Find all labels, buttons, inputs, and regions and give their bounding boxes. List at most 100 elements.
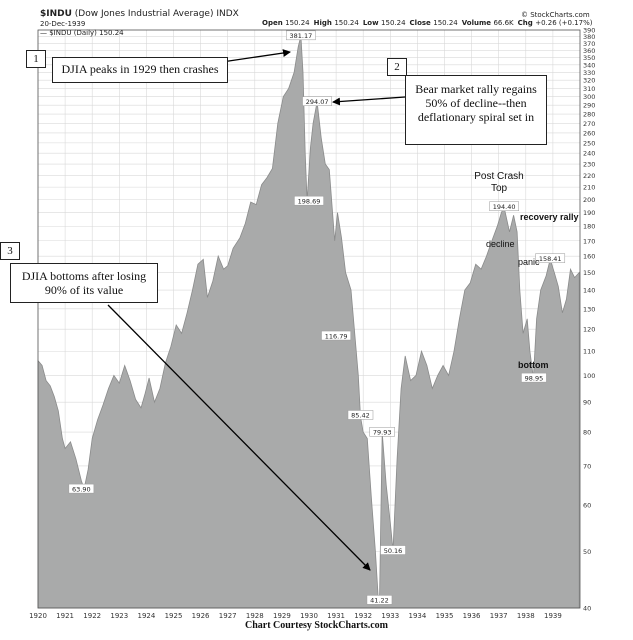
header-title: $INDU (Dow Jones Industrial Average) IND… [40, 9, 239, 19]
x-axis-ticks: 1920 1921 1922 1923 1924 1925 1926 1927 1928 1929… [29, 612, 562, 620]
post-crash-top-label-line2: Top [491, 183, 508, 194]
y-tick-label: 160 [583, 253, 595, 261]
x-tick-label: 1935 [436, 612, 454, 620]
x-tick-label: 1921 [56, 612, 74, 620]
data-label: 41.22 [370, 597, 389, 605]
bottom-label: bottom [518, 360, 549, 370]
y-tick-label: 230 [583, 161, 595, 169]
data-label: 194.40 [493, 203, 516, 211]
x-tick-label: 1924 [137, 612, 155, 620]
ohlc-item: Low 150.24 [362, 19, 406, 27]
y-tick-label: 390 [583, 27, 595, 35]
y-tick-label: 290 [583, 102, 595, 110]
callout-2-number: 2 [387, 58, 407, 76]
y-tick-label: 350 [583, 54, 595, 62]
data-label-box [369, 427, 395, 437]
y-tick-label: 310 [583, 85, 595, 93]
header-site: © StockCharts.com [521, 11, 590, 19]
y-tick-label: 300 [583, 93, 595, 101]
ohlc-item: Volume 66.6K [461, 19, 514, 27]
x-tick-label: 1934 [408, 612, 426, 620]
data-label: 294.07 [306, 98, 329, 106]
y-tick-label: 120 [583, 326, 595, 334]
y-tick-label: 90 [583, 399, 591, 407]
x-tick-label: 1939 [544, 612, 562, 620]
header-series-label: — $INDU (Daily) 150.24 [40, 29, 124, 37]
data-label: 85.42 [351, 412, 370, 420]
data-label-box [366, 595, 393, 605]
y-tick-label: 50 [583, 548, 591, 556]
data-label: 63.90 [72, 485, 91, 493]
data-label-box [521, 372, 547, 383]
y-tick-label: 40 [583, 605, 591, 613]
x-tick-label: 1920 [29, 612, 47, 620]
x-tick-label: 1938 [517, 612, 535, 620]
header-index-name: (Dow Jones Industrial Average) INDX [74, 9, 239, 19]
callout-2-box: Bear market rally regains 50% of decline… [405, 75, 547, 145]
y-tick-label: 380 [583, 33, 595, 41]
y-tick-label: 210 [583, 184, 595, 192]
header-date: 20-Dec-1939 [40, 20, 86, 28]
data-label: 381.17 [289, 32, 312, 40]
y-tick-label: 260 [583, 129, 595, 137]
header-symbol: $INDU [40, 9, 72, 19]
annotation-arrows [107, 49, 406, 571]
data-label: 98.95 [525, 374, 544, 382]
chart-annotations: Post Crash Top recovery rally decline pa… [474, 171, 578, 370]
data-label-box [286, 30, 316, 41]
data-label-box [380, 545, 406, 555]
panic-label: panic [518, 257, 540, 267]
ohlc-item: Chg +0.26 (+0.17%) [517, 19, 593, 27]
plot-frame [37, 29, 581, 609]
y-tick-label: 190 [583, 209, 595, 217]
chart-credit: Chart Courtesy StockCharts.com [244, 620, 389, 631]
y-tick-label: 170 [583, 237, 595, 245]
data-label: 79.93 [373, 429, 392, 437]
x-tick-label: 1926 [192, 612, 210, 620]
decline-label: decline [486, 239, 515, 249]
data-label-box [294, 195, 324, 206]
y-tick-label: 110 [583, 348, 595, 356]
y-tick-label: 220 [583, 172, 595, 180]
x-tick-label: 1929 [273, 612, 291, 620]
x-tick-label: 1927 [219, 612, 237, 620]
x-tick-label: 1937 [490, 612, 508, 620]
ohlc-item: Open 150.24 [262, 19, 310, 27]
y-tick-label: 270 [583, 120, 595, 128]
x-tick-label: 1925 [165, 612, 183, 620]
data-label-box [302, 96, 332, 106]
x-tick-label: 1930 [300, 612, 318, 620]
y-tick-label: 180 [583, 223, 595, 231]
x-tick-label: 1928 [246, 612, 264, 620]
callout-1-box: DJIA peaks in 1929 then crashes [52, 57, 228, 83]
y-tick-label: 320 [583, 77, 595, 85]
y-tick-label: 140 [583, 287, 595, 295]
arrow-bottom [107, 304, 371, 571]
x-tick-label: 1923 [110, 612, 128, 620]
x-tick-label: 1931 [327, 612, 345, 620]
post-crash-top-label-line1: Post Crash [474, 171, 523, 182]
dow-area-series [37, 35, 580, 609]
data-labels: 63.90 381.17 198.69 294.07 116.79 85.42 41.22 7… [68, 30, 566, 605]
data-label: 50.16 [384, 547, 403, 555]
header-ohlc: Open 150.24 High 150.24 Low 150.24 Close 15… [262, 19, 596, 27]
data-label-box [535, 253, 566, 263]
y-tick-label: 360 [583, 47, 595, 55]
data-label-box [321, 330, 351, 341]
callout-1-number: 1 [26, 50, 46, 68]
data-label: 198.69 [298, 197, 321, 205]
y-tick-label: 70 [583, 462, 591, 470]
recovery-rally-label: recovery rally [520, 212, 579, 222]
callout-3-number: 3 [0, 242, 20, 260]
y-tick-label: 150 [583, 269, 595, 277]
y-tick-label: 200 [583, 196, 595, 204]
arrow-bear-rally [332, 96, 406, 106]
y-tick-label: 340 [583, 61, 595, 69]
y-axis-ticks: 40 50 60 70 80 90 100 110 120 130 140 150 160 170 180 1… [583, 27, 595, 613]
data-label-box [489, 201, 519, 211]
y-tick-label: 80 [583, 429, 591, 437]
data-label: 116.79 [325, 332, 348, 340]
data-label: 158.41 [539, 255, 562, 263]
y-tick-label: 60 [583, 502, 591, 510]
data-label-box [68, 483, 95, 494]
